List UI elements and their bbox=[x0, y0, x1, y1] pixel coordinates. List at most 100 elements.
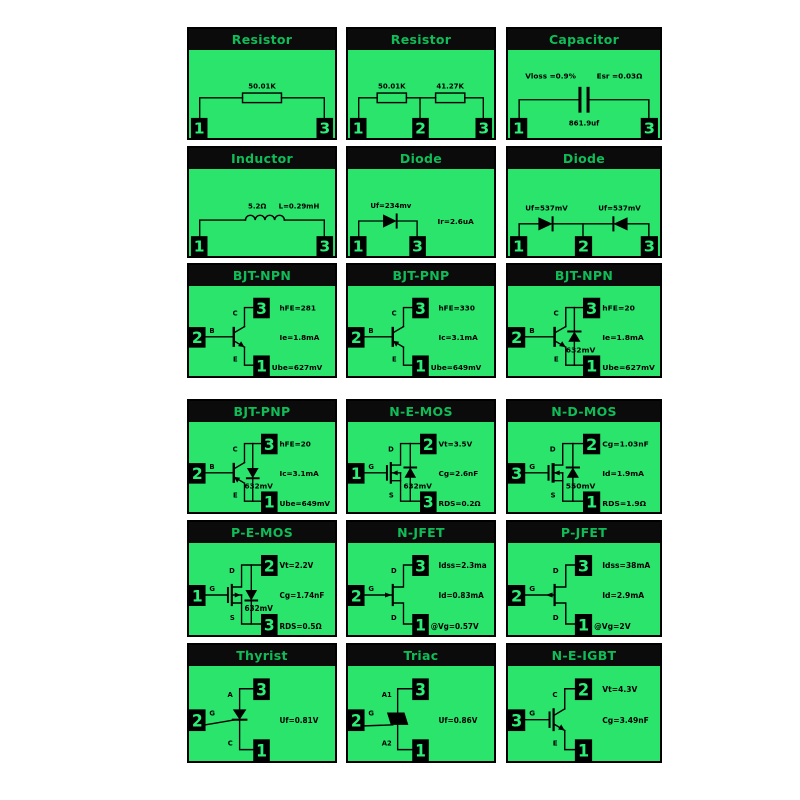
panel-schematic: 3 2 1 G D S Cg=1.03nF Id=1.9mA 550mV RDS=1.9Ω bbox=[508, 433, 649, 512]
symbol-shape bbox=[241, 92, 283, 104]
panel-schematic: 1 2 3 G D S Vt=3.5V Cg=2.6nF 632mV RDS=0.2Ω bbox=[348, 433, 481, 512]
terminal-label: G bbox=[368, 708, 374, 717]
pin-box bbox=[574, 739, 593, 761]
pin-number: 1 bbox=[415, 741, 426, 761]
pin-number: 3 bbox=[644, 237, 655, 255]
pin-box bbox=[348, 585, 365, 606]
pin-box bbox=[508, 463, 526, 484]
reading-mid: Uf=0.86V bbox=[439, 716, 478, 725]
pin-number: 2 bbox=[511, 328, 522, 347]
pin-number: 1 bbox=[586, 357, 597, 376]
pin-box bbox=[582, 433, 601, 455]
terminal-label: D bbox=[388, 445, 394, 453]
panel-schematic: 1 2 3 G D S Vt=2.2V Cg=1.74nF 632mV RDS=0.5Ω bbox=[189, 555, 324, 635]
panel-1-resistor: Resistor 50.01K 1 3 bbox=[187, 27, 337, 140]
wire bbox=[238, 687, 254, 711]
pin-number: 1 bbox=[351, 465, 362, 483]
wire bbox=[231, 564, 262, 588]
terminal-label: B bbox=[368, 327, 373, 335]
pin-box bbox=[574, 678, 593, 701]
panel-title: BJT-NPN bbox=[508, 265, 660, 286]
terminal-label: S bbox=[230, 614, 235, 622]
pin-number: 1 bbox=[586, 493, 597, 512]
terminal-label: D bbox=[553, 613, 559, 622]
wire bbox=[243, 442, 262, 464]
panel-title: Resistor bbox=[348, 29, 494, 50]
symbol-shape bbox=[376, 92, 408, 104]
pin-number: 2 bbox=[192, 329, 203, 347]
reading-diode-voltage: 632mV bbox=[403, 482, 432, 491]
pin-number: 3 bbox=[644, 119, 655, 137]
panel-title: BJT-PNP bbox=[189, 401, 335, 422]
uf-value: Uf=537mV bbox=[525, 205, 568, 213]
panel-title: Diode bbox=[508, 148, 660, 169]
wire bbox=[363, 724, 394, 727]
body-diode bbox=[566, 467, 579, 478]
reading-mid: Cg=2.6nF bbox=[439, 469, 479, 478]
pin-box bbox=[253, 355, 270, 376]
panel-title: N-D-MOS bbox=[508, 401, 660, 422]
terminal-label: C bbox=[233, 445, 238, 453]
terminal-label: C bbox=[233, 309, 238, 317]
inductance-value: L=0.29mH bbox=[279, 203, 320, 211]
pin-box bbox=[420, 433, 437, 455]
panel-17-triac: Triac 2 3 1 G A1 A2 Uf=0.86V bbox=[346, 643, 496, 763]
pin-box bbox=[261, 614, 278, 635]
pin-box bbox=[253, 678, 270, 701]
wire bbox=[565, 306, 584, 328]
emitter-arrow bbox=[238, 341, 245, 348]
terminal-label: D bbox=[229, 567, 235, 575]
wire bbox=[552, 707, 566, 717]
terminal-label: A1 bbox=[382, 690, 392, 699]
terminal-label: G bbox=[368, 585, 374, 593]
panel-16-thyrist: Thyrist 2 3 1 G A C Uf=0.81V bbox=[187, 643, 337, 763]
reading-top: hFE=281 bbox=[280, 303, 316, 312]
terminal-label: B bbox=[209, 327, 214, 335]
pin-number: 3 bbox=[319, 238, 330, 256]
panel-schematic: 50.01K 1 3 bbox=[190, 82, 334, 138]
pin-box bbox=[574, 236, 593, 256]
wire bbox=[358, 220, 384, 237]
pin-number: 2 bbox=[351, 711, 362, 731]
panel-title: Diode bbox=[348, 148, 494, 169]
wire bbox=[564, 729, 576, 751]
panel-12-n-d-mos: N-D-MOS 3 2 1 G D S Cg=1.03nF Id=1.9mA 550mV RDS=1… bbox=[506, 399, 662, 514]
panel-title: BJT-NPN bbox=[189, 265, 335, 286]
resistance-value: 41.27K bbox=[436, 82, 464, 90]
gate-arrow bbox=[545, 592, 553, 598]
pin-box bbox=[348, 709, 365, 732]
resistance-value: 50.01K bbox=[248, 82, 276, 90]
panel-schematic: Vloss =0.9% Esr =0.03Ω 861.9uf 1 3 bbox=[510, 72, 658, 138]
diode-symbol bbox=[538, 217, 553, 231]
panel-4-inductor: Inductor 5.2Ω L=0.29mH 1 3 bbox=[187, 146, 337, 258]
wire bbox=[232, 325, 246, 334]
pin-box bbox=[508, 709, 526, 732]
panel-title: BJT-PNP bbox=[348, 265, 494, 286]
pin-number: 2 bbox=[351, 586, 362, 605]
pin-box bbox=[189, 709, 206, 732]
pin-box bbox=[475, 117, 493, 138]
pin-box bbox=[412, 614, 429, 635]
pin-box bbox=[640, 236, 658, 256]
wire bbox=[553, 325, 567, 334]
pin-number: 2 bbox=[415, 120, 426, 138]
pin-box bbox=[412, 555, 429, 576]
reading-top: hFE=330 bbox=[439, 303, 475, 312]
reading-bottom: RDS=1.9Ω bbox=[602, 499, 647, 508]
pin-number: 3 bbox=[415, 680, 426, 700]
wire bbox=[280, 97, 325, 119]
panel-schematic: Uf=537mV Uf=537mV 1 2 3 bbox=[510, 205, 658, 256]
terminal-label: D bbox=[391, 614, 397, 622]
resistance-value: 50.01K bbox=[378, 82, 406, 90]
reading-mid: Ic=3.1mA bbox=[439, 333, 479, 342]
wire bbox=[553, 564, 576, 588]
terminal-label: C bbox=[228, 738, 233, 747]
pin-box bbox=[409, 236, 426, 256]
substrate-arrow bbox=[391, 470, 398, 476]
pin-number: 1 bbox=[194, 238, 205, 256]
panel-title: Resistor bbox=[189, 29, 335, 50]
pin-number: 2 bbox=[264, 556, 275, 575]
terminal-label: S bbox=[389, 491, 394, 499]
